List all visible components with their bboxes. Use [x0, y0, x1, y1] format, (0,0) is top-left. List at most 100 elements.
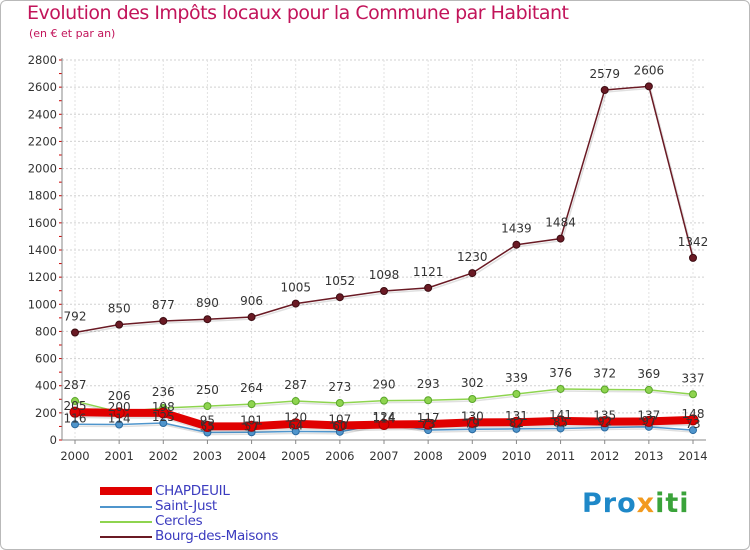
logo-part-3: iti	[655, 488, 690, 519]
data-label: 135	[593, 409, 616, 423]
x-tick-label: 2011	[546, 449, 575, 463]
legend-label-chapdeuil: CHAPDEUIL	[155, 483, 230, 499]
data-label: 792	[64, 310, 87, 324]
y-tick-label: 1200	[28, 270, 57, 284]
data-label: 2606	[634, 63, 665, 77]
data-point	[644, 82, 653, 91]
data-label: 57	[244, 419, 259, 433]
x-tick-label: 2014	[678, 449, 707, 463]
data-label: 79	[465, 416, 480, 430]
data-point	[687, 414, 699, 426]
data-label: 73	[685, 417, 700, 431]
data-label: 1052	[325, 274, 356, 288]
data-point	[468, 395, 477, 404]
data-label: 1005	[280, 281, 311, 295]
data-label: 82	[509, 416, 524, 430]
data-point	[510, 416, 522, 428]
x-tick-label: 2004	[237, 449, 266, 463]
data-point	[71, 397, 79, 406]
data-label: 148	[682, 407, 705, 421]
data-label: 287	[284, 378, 307, 392]
y-tick-label: 2800	[28, 53, 57, 67]
data-point	[378, 419, 390, 431]
x-tick-label: 2012	[590, 449, 619, 463]
data-label: 64	[288, 418, 303, 432]
data-label: 339	[505, 371, 528, 385]
y-tick-label: 2200	[28, 134, 57, 148]
data-point	[334, 419, 346, 431]
data-label: 273	[328, 380, 351, 394]
y-tick-label: 1400	[28, 243, 57, 257]
data-label: 120	[284, 411, 307, 425]
data-label: 55	[200, 420, 215, 434]
data-label: 107	[328, 412, 351, 426]
data-point	[643, 415, 655, 427]
y-tick-label: 2000	[28, 162, 57, 176]
data-label: 141	[549, 408, 572, 422]
data-label: 97	[641, 414, 656, 428]
data-point	[291, 299, 300, 308]
x-tick-label: 2005	[281, 449, 310, 463]
x-tick-label: 2000	[60, 449, 89, 463]
data-label: 290	[373, 378, 396, 392]
data-point	[157, 407, 169, 419]
data-label: 1342	[678, 235, 709, 249]
data-point	[203, 402, 212, 411]
data-label: 117	[417, 411, 440, 425]
data-label: 1230	[457, 250, 488, 264]
data-label: 60	[332, 419, 347, 433]
data-point	[335, 293, 344, 302]
data-point	[689, 426, 697, 435]
data-point	[113, 407, 125, 419]
chart-title: Evolution des Impôts locaux pour la Comm…	[27, 2, 569, 24]
data-point	[512, 240, 521, 249]
data-label: 890	[196, 296, 219, 310]
data-label: 877	[152, 298, 175, 312]
x-tick-label: 2008	[414, 449, 443, 463]
data-label: 1484	[545, 216, 576, 230]
x-tick-label: 2003	[193, 449, 222, 463]
data-point	[644, 385, 653, 394]
data-point	[689, 253, 697, 262]
data-point	[247, 313, 256, 322]
data-point	[512, 389, 521, 398]
data-label: 236	[152, 385, 175, 399]
data-point	[424, 396, 433, 405]
data-point	[600, 385, 609, 394]
data-label: 92	[597, 415, 612, 429]
data-point	[159, 316, 168, 325]
legend-swatch-chapdeuil	[100, 487, 152, 495]
data-point	[468, 269, 477, 278]
data-label: 114	[108, 412, 131, 426]
data-label: 116	[64, 411, 87, 425]
legend-label-bourg-des-maisons: Bourg-des-Maisons	[155, 528, 279, 544]
data-label: 302	[461, 376, 484, 390]
data-label: 2579	[589, 67, 620, 81]
data-label: 376	[549, 366, 572, 380]
data-point	[555, 415, 567, 427]
x-tick-label: 2013	[634, 449, 663, 463]
data-point	[556, 234, 565, 243]
data-label: 287	[64, 378, 87, 392]
y-tick-label: 2600	[28, 80, 57, 94]
legend-swatch-cercles	[100, 521, 152, 523]
x-tick-label: 2009	[458, 449, 487, 463]
data-label: 1439	[501, 222, 532, 236]
data-label: 200	[108, 400, 131, 414]
data-label: 293	[417, 377, 440, 391]
data-label: 337	[682, 371, 705, 385]
proxiti-logo: Proxiti	[582, 488, 690, 519]
data-label: 1098	[369, 268, 400, 282]
data-label: 137	[637, 408, 660, 422]
data-point	[71, 328, 79, 337]
legend-swatch-bourg-des-maisons	[100, 536, 152, 538]
data-point	[689, 390, 697, 399]
y-tick-label: 1600	[28, 216, 57, 230]
x-tick-label: 2007	[369, 449, 398, 463]
y-tick-label: 400	[35, 379, 57, 393]
data-label: 130	[461, 409, 484, 423]
data-point	[71, 420, 79, 429]
data-point	[380, 286, 388, 295]
data-point	[159, 419, 168, 428]
data-point	[203, 315, 212, 324]
